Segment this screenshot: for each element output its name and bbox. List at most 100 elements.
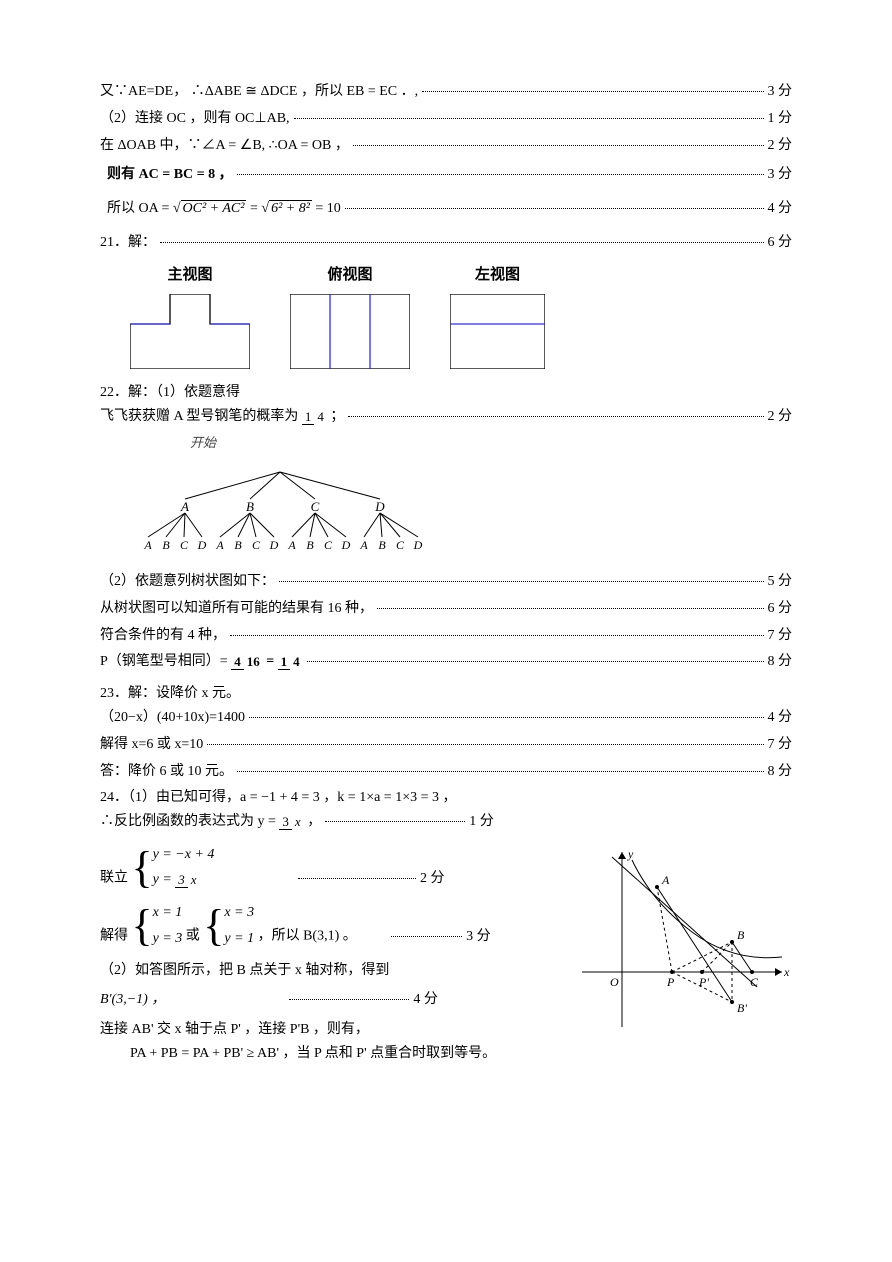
seg: = 10 xyxy=(315,201,340,216)
seg: ∴反比例函数的表达式为 y = xyxy=(100,814,279,829)
left-view-block: 左视图 xyxy=(450,263,545,370)
svg-text:D: D xyxy=(197,538,207,552)
seg: y = xyxy=(153,872,176,887)
q22-l3: 从树状图可以知道所有可能的结果有 16 种， 6 分 xyxy=(100,597,792,621)
top-view-svg xyxy=(290,294,410,369)
dots xyxy=(160,242,764,243)
text: B'(3,−1) ， xyxy=(100,988,165,1012)
text: （2）连接 OC ，则有 OC⊥AB, xyxy=(100,107,290,131)
front-view-block: 主视图 xyxy=(130,263,250,370)
text: 从树状图可以知道所有可能的结果有 16 种， xyxy=(100,597,373,621)
text: 则有 AC = BC = 8 ， xyxy=(100,163,233,187)
svg-text:C: C xyxy=(252,538,261,552)
num: 1 xyxy=(278,654,291,670)
q24-l1: ∴反比例函数的表达式为 y = 3x ， 1 分 xyxy=(100,810,792,834)
dots xyxy=(422,91,763,92)
q22-head: 22．解：（1）依题意得 xyxy=(100,381,792,405)
dots xyxy=(345,208,764,209)
q20-line5: 所以 OA = √OC² + AC² = √6² + 8² = 10 4 分 xyxy=(100,197,792,221)
svg-text:A: A xyxy=(661,873,670,887)
dots xyxy=(279,581,764,582)
text: 解得 x=6 或 x=10 xyxy=(100,733,203,757)
svg-text:B: B xyxy=(234,538,242,552)
score: 6 分 xyxy=(768,231,793,255)
score: 6 分 xyxy=(768,597,793,621)
r1: x = 1 xyxy=(153,900,183,925)
svg-text:A: A xyxy=(180,499,189,514)
svg-text:C: C xyxy=(396,538,405,552)
svg-text:P: P xyxy=(666,975,675,989)
r2: y = 3 xyxy=(153,926,183,951)
score: 2 分 xyxy=(768,405,793,429)
svg-text:C: C xyxy=(750,975,759,989)
svg-text:C: C xyxy=(311,499,320,514)
svg-text:D: D xyxy=(341,538,351,552)
text: 符合条件的有 4 种， xyxy=(100,624,226,648)
svg-text:B: B xyxy=(246,499,254,514)
den: 4 xyxy=(314,409,327,424)
den: 4 xyxy=(290,654,303,669)
q24-sys1: 联立 { y = −x + 4 y = 3x 2 分 xyxy=(100,842,562,892)
dots xyxy=(391,936,462,937)
q24-l4: PA + PB = PA + PB' ≥ AB' ，当 P 点和 P' 点重合时… xyxy=(100,1042,792,1066)
tree-diagram: ABCDABCDABCDABCDABCD xyxy=(130,462,792,562)
q24-solve: 解得 { x = 1 y = 3 或 { x = 3 y = 1 ，所以 B(3… xyxy=(100,900,562,950)
q20-line3: 在 ΔOAB 中，∵∠A = ∠B, ∴OA = OB ， 2 分 xyxy=(100,134,792,158)
svg-text:D: D xyxy=(413,538,423,552)
dots xyxy=(298,878,416,879)
q23-l1: （20−x）(40+10x)=1400 4 分 xyxy=(100,706,792,730)
dots xyxy=(307,661,764,662)
text: 飞飞获获赠 A 型号钢笔的概率为 14 ； xyxy=(100,405,344,429)
num: 4 xyxy=(231,654,244,670)
text: 又∵AE=DE， ∴ΔABE ≅ ΔDCE ，所以 EB = EC ．, xyxy=(100,80,418,104)
q23-l3: 答：降价 6 或 10 元。 8 分 xyxy=(100,760,792,784)
text: （2）依题意列树状图如下： xyxy=(100,570,275,594)
graph-svg: ABB'CPP'Oxy xyxy=(572,842,792,1032)
dots xyxy=(289,999,409,1000)
dots xyxy=(237,771,764,772)
svg-text:B: B xyxy=(306,538,314,552)
svg-text:O: O xyxy=(610,975,619,989)
score: 2 分 xyxy=(768,134,793,158)
seg: ， xyxy=(307,814,321,829)
q24-bprime: B'(3,−1) ， 4 分 xyxy=(100,988,562,1012)
score: 3 分 xyxy=(466,925,491,949)
score: 7 分 xyxy=(768,624,793,648)
seg: ，所以 B(3,1) 。 xyxy=(258,929,357,944)
score: 3 分 xyxy=(768,80,793,104)
tree-svg: ABCDABCDABCDABCDABCD xyxy=(130,462,440,562)
text: ∴反比例函数的表达式为 y = 3x ， xyxy=(100,810,321,834)
score: 8 分 xyxy=(768,760,793,784)
svg-text:A: A xyxy=(359,538,368,552)
text-inner: 则有 AC = BC = 8 ， xyxy=(107,167,233,182)
score: 8 分 xyxy=(768,650,793,674)
r1: x = 3 xyxy=(224,900,254,925)
tree-start-label: 开始 xyxy=(190,432,792,454)
seg: P（钢笔型号相同）= xyxy=(100,654,228,669)
svg-text:P': P' xyxy=(698,975,709,989)
svg-text:D: D xyxy=(374,499,385,514)
text: 所以 OA = √OC² + AC² = √6² + 8² = 10 xyxy=(100,197,341,221)
graph-box: ABB'CPP'Oxy xyxy=(572,842,792,1032)
row1: y = −x + 4 xyxy=(153,842,215,867)
score: 4 分 xyxy=(768,706,793,730)
svg-text:D: D xyxy=(269,538,279,552)
dots xyxy=(207,744,763,745)
root2: 6² + 8² xyxy=(269,200,312,216)
svg-text:C: C xyxy=(180,538,189,552)
q22-l4: 符合条件的有 4 种， 7 分 xyxy=(100,624,792,648)
q20-line4: 则有 AC = BC = 8 ， 3 分 xyxy=(100,163,792,187)
q23-head: 23．解：设降价 x 元。 xyxy=(100,682,792,706)
seg: 飞飞获获赠 A 型号钢笔的概率为 xyxy=(100,409,298,424)
svg-text:A: A xyxy=(287,538,296,552)
q20-line2: （2）连接 OC ，则有 OC⊥AB, 1 分 xyxy=(100,107,792,131)
dots xyxy=(377,608,764,609)
three-views: 主视图 俯视图 左视图 xyxy=(130,263,792,370)
dots xyxy=(348,416,763,417)
front-view-label: 主视图 xyxy=(167,263,212,289)
seg: 解得 xyxy=(100,929,128,944)
dots xyxy=(294,118,764,119)
svg-text:x: x xyxy=(783,965,790,979)
score: 1 分 xyxy=(469,810,494,834)
text: 答：降价 6 或 10 元。 xyxy=(100,760,233,784)
